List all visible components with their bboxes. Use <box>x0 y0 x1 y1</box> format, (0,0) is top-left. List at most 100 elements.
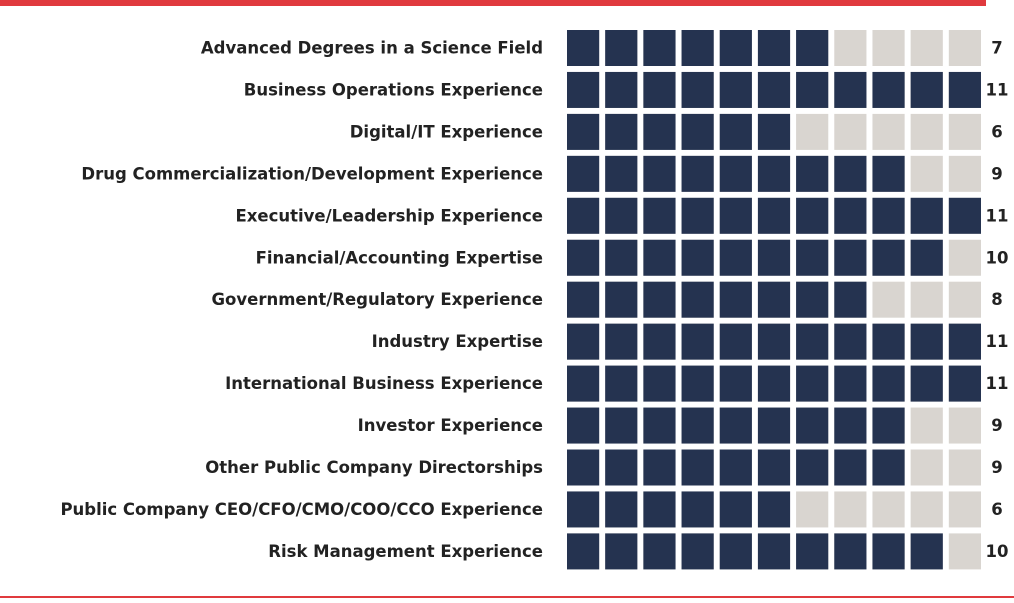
top-rule <box>0 0 986 6</box>
empty-square <box>834 113 867 150</box>
filled-square <box>757 155 791 192</box>
filled-square <box>757 407 791 444</box>
filled-square <box>910 533 943 570</box>
filled-squares <box>567 323 981 360</box>
value-label: 9 <box>991 164 1002 183</box>
filled-square <box>796 155 829 192</box>
filled-squares <box>567 113 791 150</box>
filled-square <box>910 71 943 108</box>
filled-square <box>567 407 600 444</box>
filled-square <box>605 239 638 276</box>
category-label: Investor Experience <box>358 416 543 435</box>
filled-square <box>910 365 943 402</box>
empty-square <box>910 281 943 318</box>
filled-squares <box>567 155 905 192</box>
filled-square <box>567 113 600 150</box>
filled-square <box>681 239 714 276</box>
filled-square <box>605 365 638 402</box>
filled-square <box>567 491 600 528</box>
filled-square <box>567 239 600 276</box>
filled-square <box>872 239 905 276</box>
filled-square <box>719 155 752 192</box>
empty-square <box>948 155 981 192</box>
filled-square <box>643 239 676 276</box>
empty-square <box>834 30 867 66</box>
filled-square <box>757 533 791 570</box>
category-label: Business Operations Experience <box>244 80 543 99</box>
filled-squares <box>567 30 829 66</box>
filled-square <box>643 197 676 234</box>
value-label: 11 <box>986 332 1009 351</box>
filled-square <box>719 197 752 234</box>
filled-square <box>872 155 905 192</box>
filled-square <box>757 491 791 528</box>
value-label: 10 <box>986 248 1009 267</box>
filled-square <box>796 365 829 402</box>
filled-squares <box>567 449 905 486</box>
filled-square <box>719 449 752 486</box>
filled-square <box>567 30 600 66</box>
empty-square <box>796 491 829 528</box>
filled-square <box>567 449 600 486</box>
category-label: Public Company CEO/CFO/CMO/COO/CCO Exper… <box>60 500 543 519</box>
filled-square <box>796 239 829 276</box>
filled-square <box>872 323 905 360</box>
filled-square <box>834 239 867 276</box>
filled-square <box>719 113 752 150</box>
filled-square <box>834 323 867 360</box>
category-label: Executive/Leadership Experience <box>235 206 543 225</box>
empty-square <box>910 113 943 150</box>
filled-square <box>719 533 752 570</box>
filled-square <box>948 71 981 108</box>
empty-square <box>948 533 981 570</box>
filled-square <box>643 323 676 360</box>
filled-square <box>719 491 752 528</box>
filled-square <box>834 449 867 486</box>
filled-square <box>757 30 791 66</box>
filled-square <box>643 71 676 108</box>
filled-square <box>834 155 867 192</box>
filled-square <box>567 197 600 234</box>
empty-square <box>872 30 905 66</box>
empty-square <box>872 113 905 150</box>
category-label: Financial/Accounting Expertise <box>256 248 543 267</box>
filled-square <box>643 113 676 150</box>
empty-square <box>872 491 905 528</box>
filled-square <box>834 197 867 234</box>
value-label: 6 <box>991 500 1002 519</box>
empty-square <box>910 449 943 486</box>
filled-square <box>681 281 714 318</box>
value-label: 7 <box>991 39 1002 58</box>
filled-square <box>719 407 752 444</box>
filled-square <box>605 71 638 108</box>
filled-square <box>567 155 600 192</box>
filled-square <box>719 323 752 360</box>
category-label: Digital/IT Experience <box>350 122 543 141</box>
empty-square <box>948 449 981 486</box>
filled-square <box>643 365 676 402</box>
filled-square <box>834 365 867 402</box>
filled-square <box>605 281 638 318</box>
category-label: Government/Regulatory Experience <box>212 290 543 309</box>
value-label: 11 <box>986 374 1009 393</box>
filled-square <box>605 113 638 150</box>
filled-square <box>605 197 638 234</box>
filled-square <box>681 30 714 66</box>
filled-square <box>948 365 981 402</box>
empty-square <box>948 239 981 276</box>
filled-square <box>681 323 714 360</box>
filled-square <box>567 533 600 570</box>
filled-square <box>643 407 676 444</box>
filled-square <box>681 113 714 150</box>
filled-squares <box>567 491 791 528</box>
value-label: 6 <box>991 122 1002 141</box>
filled-square <box>681 449 714 486</box>
filled-squares <box>567 239 943 276</box>
filled-square <box>834 71 867 108</box>
filled-square <box>757 197 791 234</box>
empty-square <box>948 407 981 444</box>
filled-squares <box>567 71 981 108</box>
filled-square <box>567 281 600 318</box>
